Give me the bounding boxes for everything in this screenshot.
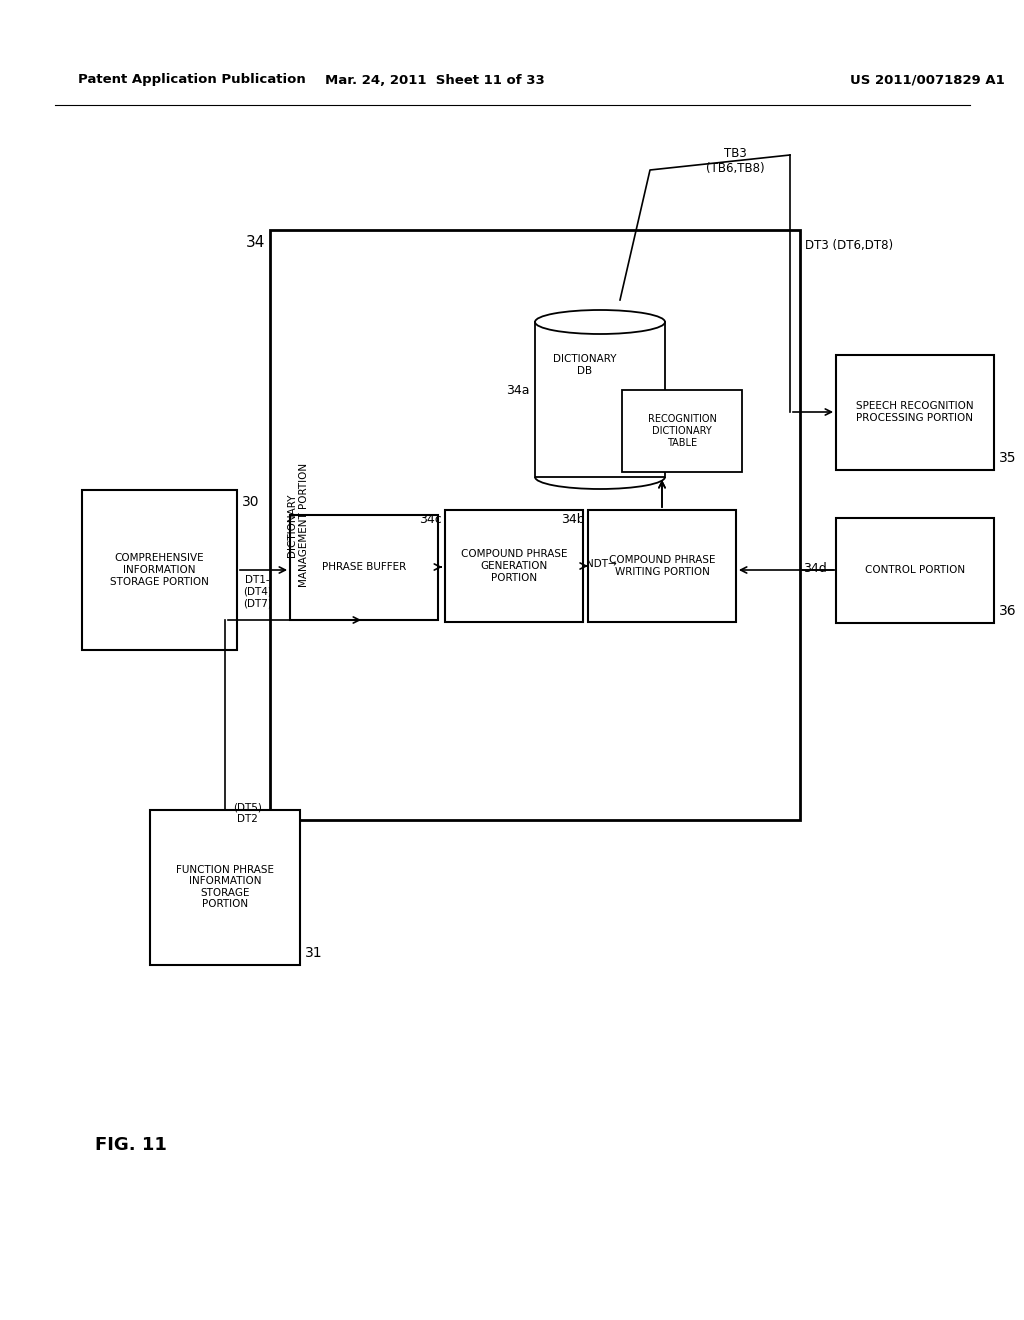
Text: FIG. 11: FIG. 11 bbox=[95, 1137, 167, 1154]
Text: COMPREHENSIVE
INFORMATION
STORAGE PORTION: COMPREHENSIVE INFORMATION STORAGE PORTIO… bbox=[110, 553, 209, 586]
Text: Mar. 24, 2011  Sheet 11 of 33: Mar. 24, 2011 Sheet 11 of 33 bbox=[326, 74, 545, 87]
Text: DICTIONARY
MANAGEMENT PORTION: DICTIONARY MANAGEMENT PORTION bbox=[287, 463, 309, 587]
Text: 34: 34 bbox=[246, 235, 265, 249]
Text: 34c: 34c bbox=[419, 513, 442, 525]
Bar bbox=[836, 517, 994, 623]
Text: DT1-
(DT4)
(DT7): DT1- (DT4) (DT7) bbox=[243, 576, 272, 609]
Bar bbox=[150, 810, 300, 965]
Text: 34a: 34a bbox=[507, 384, 530, 396]
Text: COMPOUND PHRASE
GENERATION
PORTION: COMPOUND PHRASE GENERATION PORTION bbox=[461, 549, 567, 582]
Text: COMPOUND PHRASE
WRITING PORTION: COMPOUND PHRASE WRITING PORTION bbox=[608, 556, 715, 577]
Text: 31: 31 bbox=[305, 946, 323, 960]
Bar bbox=[82, 490, 237, 649]
Text: (DT5)
DT2: (DT5) DT2 bbox=[233, 803, 262, 824]
Text: 36: 36 bbox=[999, 605, 1017, 618]
Text: RECOGNITION
DICTIONARY
TABLE: RECOGNITION DICTIONARY TABLE bbox=[647, 414, 717, 447]
Text: Patent Application Publication: Patent Application Publication bbox=[78, 74, 306, 87]
Text: TB3
(TB6,TB8): TB3 (TB6,TB8) bbox=[706, 147, 764, 176]
Text: 30: 30 bbox=[242, 495, 259, 510]
Text: 34b: 34b bbox=[561, 513, 585, 525]
Text: NDT→: NDT→ bbox=[586, 558, 616, 569]
Text: SPEECH RECOGNITION
PROCESSING PORTION: SPEECH RECOGNITION PROCESSING PORTION bbox=[856, 401, 974, 422]
Bar bbox=[836, 355, 994, 470]
Text: PHRASE BUFFER: PHRASE BUFFER bbox=[322, 562, 407, 572]
Ellipse shape bbox=[535, 310, 665, 334]
Text: CONTROL PORTION: CONTROL PORTION bbox=[865, 565, 965, 576]
Text: DT3 (DT6,DT8): DT3 (DT6,DT8) bbox=[805, 239, 893, 252]
Text: 35: 35 bbox=[999, 451, 1017, 465]
Bar bbox=[588, 510, 736, 622]
Bar bbox=[445, 510, 583, 622]
Text: FUNCTION PHRASE
INFORMATION
STORAGE
PORTION: FUNCTION PHRASE INFORMATION STORAGE PORT… bbox=[176, 865, 274, 909]
Text: 34d: 34d bbox=[803, 562, 826, 576]
Bar bbox=[270, 230, 800, 820]
Text: DICTIONARY
DB: DICTIONARY DB bbox=[553, 354, 616, 376]
Bar bbox=[535, 322, 665, 477]
Bar bbox=[622, 389, 742, 473]
Text: US 2011/0071829 A1: US 2011/0071829 A1 bbox=[850, 74, 1005, 87]
Bar bbox=[290, 515, 438, 620]
